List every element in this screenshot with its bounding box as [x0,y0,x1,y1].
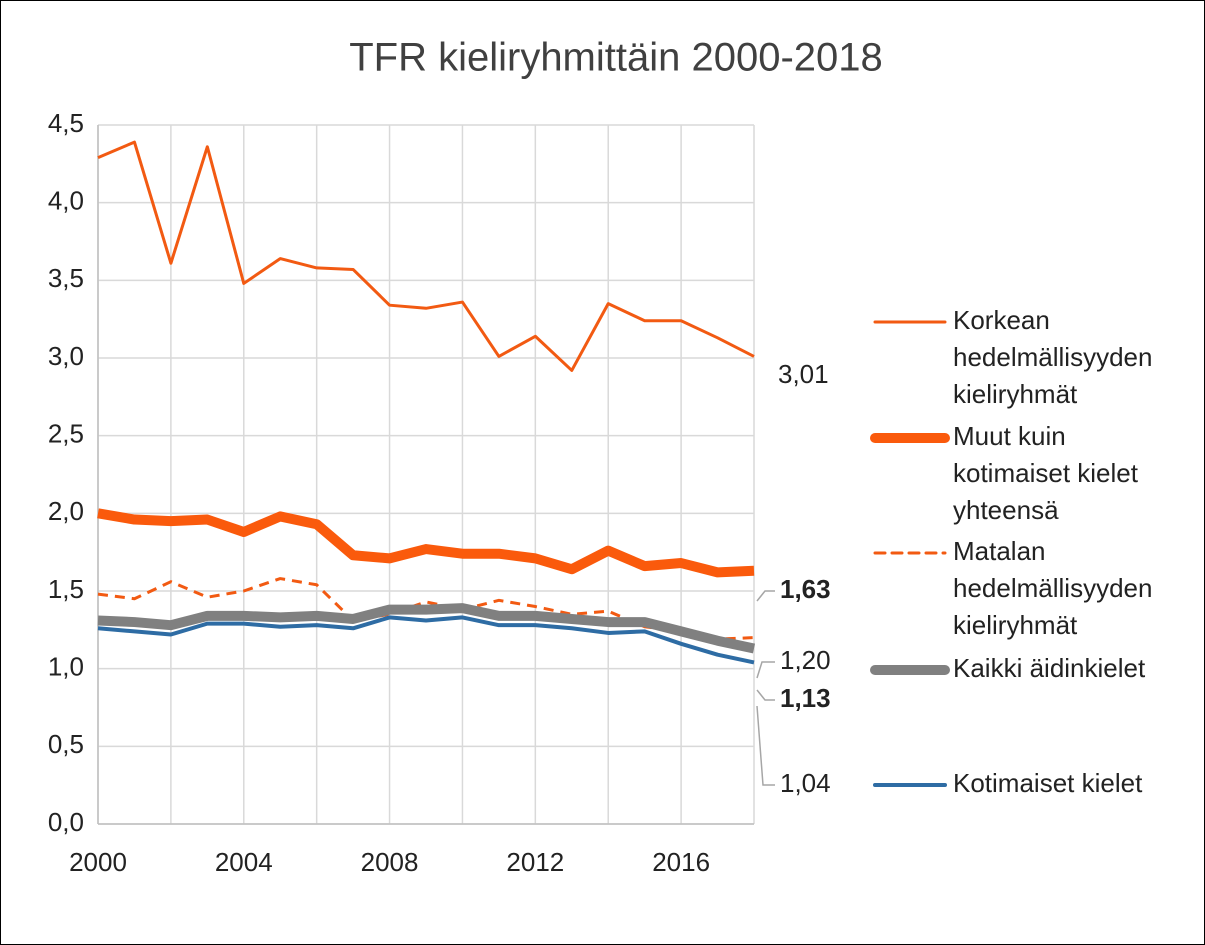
leader-line [756,590,775,602]
leader-line [756,689,775,701]
legend-label: Matalan hedelmällisyyden kieliryhmät [953,536,1152,640]
legend-label-line: kieliryhmät [953,610,1078,640]
legend-label-line: Korkean [953,305,1050,335]
y-tick-label: 4,5 [48,108,84,138]
data-label: 1,20 [780,645,831,675]
series-line [97,603,756,654]
legend-label-line: kotimaiset kielet [953,458,1139,488]
leader-line [756,661,775,679]
legend-label-line: yhteensä [953,495,1059,525]
y-tick-label: 3,5 [48,263,84,293]
y-tick-label: 3,0 [48,341,84,371]
y-tick-label: 0,5 [48,729,84,759]
legend-label-line: Kaikki äidinkielet [953,653,1146,683]
legend-label-line: Muut kuin [953,421,1066,451]
data-label: 3,01 [778,359,829,389]
y-tick-label: 1,5 [48,574,84,604]
y-tick-label: 4,0 [48,186,84,216]
y-tick-label: 1,0 [48,652,84,682]
series-line [97,615,755,665]
legend-label: Muut kuin kotimaiset kielet yhteensä [953,421,1139,525]
legend-label-line: hedelmällisyyden [953,573,1152,603]
data-label: 1,04 [780,768,831,798]
x-tick-label: 2000 [69,847,127,877]
legend-label-line: Matalan [953,536,1046,566]
chart-title: TFR kieliryhmittäin 2000-2018 [349,36,883,80]
legend-label-line: Kotimaiset kielet [953,768,1143,798]
data-label: 1,63 [780,574,831,604]
x-tick-label: 2004 [215,847,273,877]
series-line [97,508,755,578]
series-line [97,140,755,372]
data-label: 1,13 [780,683,831,713]
x-tick-label: 2012 [506,847,564,877]
x-tick-label: 2008 [361,847,419,877]
legend-label: Kaikki äidinkielet [953,653,1146,683]
legend-label-line: kieliryhmät [953,379,1078,409]
y-tick-label: 2,0 [48,496,84,526]
legend-label: Kotimaiset kielet [953,768,1143,798]
leader-line [756,705,775,786]
legend-label: Korkean hedelmällisyyden kieliryhmät [953,305,1152,409]
legend-label-line: hedelmällisyyden [953,342,1152,372]
y-tick-label: 0,0 [48,807,84,837]
y-tick-label: 2,5 [48,419,84,449]
x-tick-label: 2016 [652,847,710,877]
